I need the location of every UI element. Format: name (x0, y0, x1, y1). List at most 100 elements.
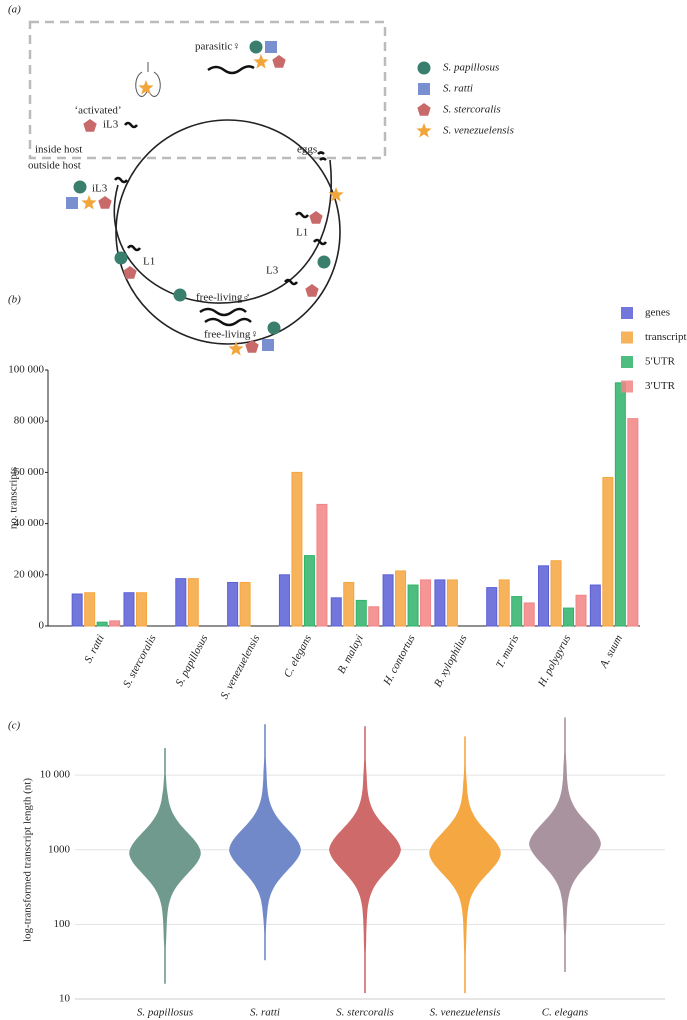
legend-swatch (621, 307, 633, 319)
bar (627, 418, 639, 627)
symbol-stercoralis (83, 119, 97, 132)
bar (239, 581, 251, 627)
violin (329, 726, 401, 994)
symbol-papillosus (173, 288, 187, 302)
x-tick-label: C. elegans (542, 1007, 588, 1019)
stage-label: parasitic♀ (195, 41, 241, 53)
symbol-stercoralis (123, 266, 137, 279)
x-tick-label: S. ratti (82, 633, 107, 665)
bar (135, 592, 147, 627)
bar (563, 607, 575, 627)
bar (123, 592, 135, 627)
y-tick-label: 20 000 (14, 568, 45, 580)
symbol-venezuelensis (228, 341, 244, 356)
x-tick-label: S. stercoralis (336, 1007, 394, 1019)
violin (429, 736, 501, 994)
bar (382, 574, 394, 627)
panel-label: (a) (8, 4, 21, 16)
bar (523, 602, 535, 627)
violin (129, 748, 201, 984)
symbol-papillosus (73, 180, 87, 194)
x-tick-label: S. papillosus (137, 1007, 193, 1019)
y-axis-title: no. transcripts (8, 467, 20, 529)
y-tick-label: 40 000 (14, 517, 45, 529)
x-tick-label: S. venezuelensis (430, 1007, 501, 1019)
stage-label: L1 (143, 256, 155, 268)
violin (229, 724, 301, 961)
symbol-ratti (418, 83, 430, 95)
bar (368, 606, 380, 627)
x-tick-label: H. polygyrus (535, 633, 573, 690)
legend-label: transcripts (645, 331, 687, 343)
legend-swatch (621, 331, 633, 344)
symbol-stercoralis (417, 103, 431, 116)
bar (343, 581, 355, 627)
symbol-papillosus (317, 255, 331, 269)
symbol-venezuelensis (416, 123, 432, 138)
stage-label: iL3 (92, 183, 108, 195)
y-tick-label: 0 (39, 620, 45, 632)
x-tick-label: S. ratti (250, 1007, 280, 1019)
stage-label: free-living♀ (204, 329, 259, 341)
bar (602, 477, 614, 627)
y-tick-label: 60 000 (14, 466, 45, 478)
bar (614, 382, 626, 627)
symbol-stercoralis (272, 55, 286, 68)
free-living-loop (113, 159, 332, 304)
symbol-stercoralis (309, 211, 323, 224)
bar (227, 581, 239, 627)
bar (330, 597, 342, 627)
bar (291, 471, 303, 627)
y-tick-label: 100 (54, 918, 71, 930)
legend-label: S. ratti (443, 83, 473, 95)
x-tick-label: T. muris (494, 633, 521, 670)
x-tick-label: B. xylophilus (432, 633, 470, 689)
bar (71, 593, 83, 627)
x-tick-label: C. elegans (282, 633, 314, 680)
bar (407, 584, 419, 627)
symbol-venezuelensis (81, 195, 97, 210)
y-tick-label: 1000 (48, 843, 71, 855)
symbol-venezuelensis (328, 187, 344, 202)
bar (538, 565, 550, 627)
x-tick-label: A. suum (597, 633, 625, 671)
bar (511, 596, 523, 627)
x-tick-label: S. stercoralis (121, 633, 159, 690)
bar (278, 574, 290, 627)
stage-label: ‘activated’ (74, 105, 121, 117)
y-axis-title: log-transformed transcript length (nt) (22, 778, 34, 942)
symbol-papillosus (417, 61, 431, 75)
bar (84, 592, 96, 627)
panel-label: (c) (8, 720, 21, 732)
bar (589, 584, 601, 627)
symbol-venezuelensis (253, 54, 269, 69)
host-box (28, 20, 387, 160)
y-tick-label: 80 000 (14, 415, 45, 427)
bar (395, 570, 407, 627)
symbol-papillosus (249, 40, 263, 54)
x-tick-label: S. venezuelensis (218, 633, 262, 701)
bar (575, 594, 587, 627)
stage-label: L3 (266, 265, 279, 277)
legend-label: S. venezuelensis (443, 125, 514, 137)
worms (114, 65, 327, 327)
legend-label: genes (645, 307, 670, 319)
y-tick-label: 100 000 (8, 364, 44, 376)
legend-label: 3′UTR (645, 380, 676, 392)
symbol-stercoralis (245, 340, 259, 353)
bar (303, 555, 315, 627)
bar (175, 578, 187, 627)
bar (96, 621, 108, 627)
stage-label: inside host (35, 144, 82, 156)
bar (316, 503, 328, 627)
bar (420, 579, 432, 627)
stage-label: free-living♂ (196, 292, 251, 304)
bar (446, 579, 458, 627)
stage-label: iL3 (103, 119, 119, 131)
x-tick-label: S. papillosus (173, 633, 210, 688)
symbol-venezuelensis (138, 80, 154, 95)
bar (355, 599, 367, 627)
stage-label: eggs (297, 144, 317, 156)
symbol-ratti (262, 339, 274, 351)
symbol-ratti (265, 41, 277, 53)
